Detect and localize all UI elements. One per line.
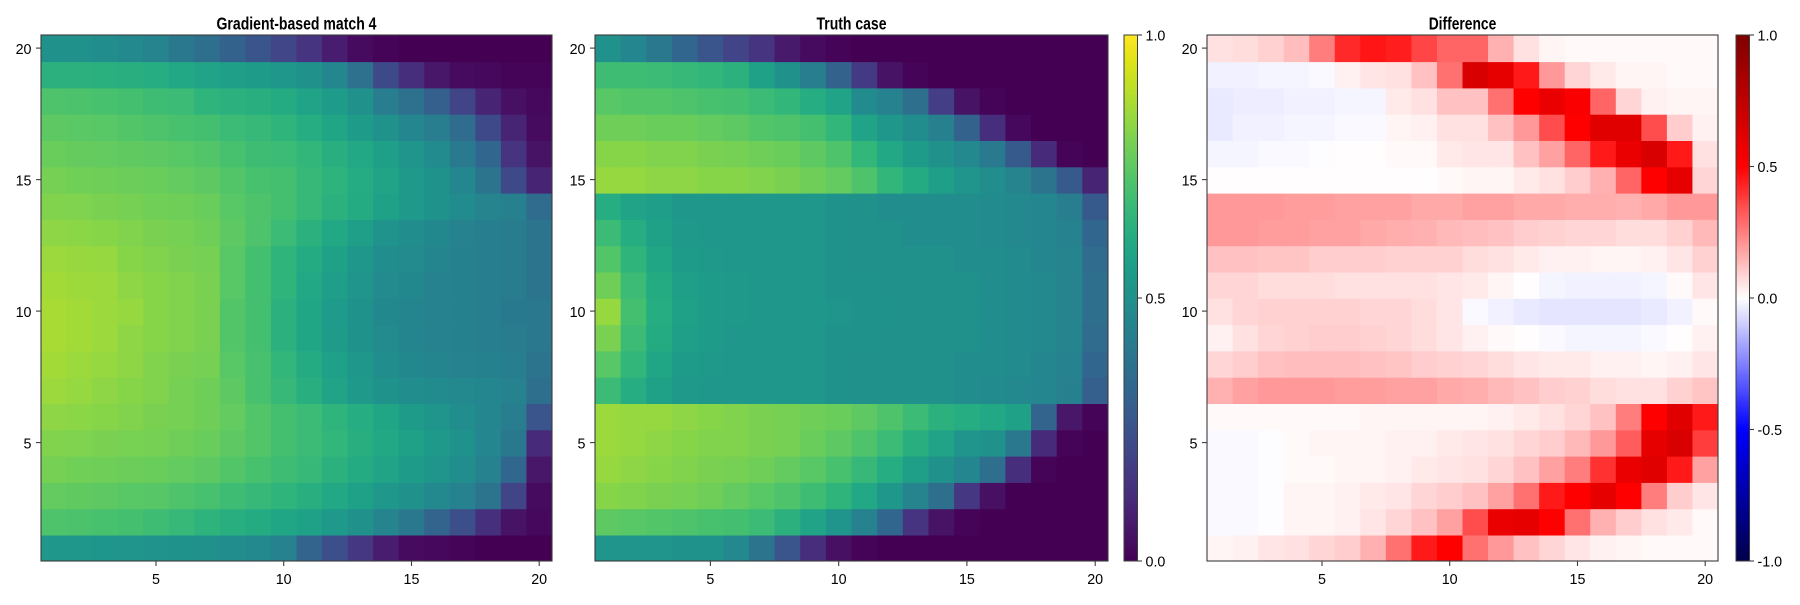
svg-text:1.0: 1.0 [1146, 28, 1166, 44]
svg-text:5: 5 [152, 572, 160, 588]
svg-text:20: 20 [1182, 42, 1198, 58]
svg-text:20: 20 [1697, 572, 1713, 588]
svg-text:5: 5 [578, 436, 586, 452]
svg-text:15: 15 [1570, 572, 1586, 588]
svg-text:1.0: 1.0 [1758, 28, 1778, 44]
svg-text:0.0: 0.0 [1758, 291, 1778, 307]
svg-text:0.5: 0.5 [1146, 291, 1166, 307]
svg-text:-1.0: -1.0 [1758, 554, 1783, 570]
svg-text:-0.5: -0.5 [1758, 423, 1783, 439]
svg-text:5: 5 [24, 436, 32, 452]
svg-text:15: 15 [1182, 173, 1198, 189]
svg-text:10: 10 [570, 305, 586, 321]
svg-text:0.5: 0.5 [1758, 160, 1778, 176]
svg-text:Difference: Difference [1429, 14, 1497, 34]
svg-text:20: 20 [1087, 572, 1103, 588]
svg-text:10: 10 [276, 572, 292, 588]
svg-text:5: 5 [706, 572, 714, 588]
svg-text:15: 15 [959, 572, 975, 588]
svg-text:5: 5 [1318, 572, 1326, 588]
svg-text:20: 20 [570, 42, 586, 58]
svg-text:10: 10 [831, 572, 847, 588]
svg-text:15: 15 [16, 173, 32, 189]
svg-text:0.0: 0.0 [1146, 554, 1166, 570]
svg-text:10: 10 [1442, 572, 1458, 588]
svg-text:Gradient-based match 4: Gradient-based match 4 [217, 14, 377, 34]
svg-text:10: 10 [1182, 305, 1198, 321]
svg-text:15: 15 [404, 572, 420, 588]
svg-text:10: 10 [16, 305, 32, 321]
svg-text:20: 20 [16, 42, 32, 58]
svg-text:15: 15 [570, 173, 586, 189]
svg-text:5: 5 [1190, 436, 1198, 452]
svg-text:Truth case: Truth case [817, 14, 887, 34]
svg-text:20: 20 [531, 572, 547, 588]
